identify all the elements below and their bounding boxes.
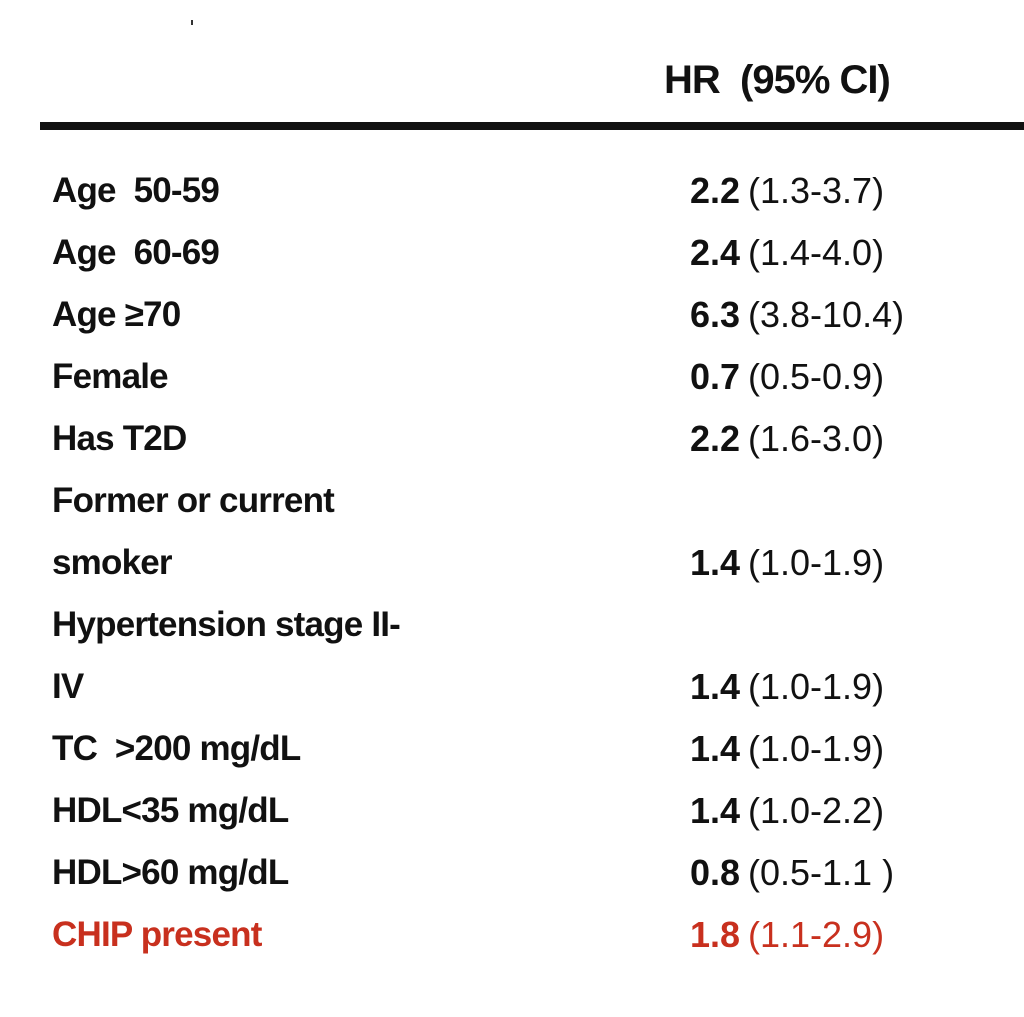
hazard-ratio: 2.2 — [689, 170, 740, 211]
label-line: Female — [52, 357, 169, 396]
confidence-interval: (1.1-2.9) — [748, 914, 885, 955]
confidence-interval: (1.3-3.7) — [748, 170, 885, 211]
label-line: CHIP present — [52, 915, 262, 954]
label-line: HDL<35 mg/dL — [52, 791, 289, 830]
table-row: Hypertension stage II- IV 1.4 (1.0-1.9) — [52, 594, 1002, 718]
label-line: Age 50-59 — [52, 171, 220, 210]
row-label: Age ≥70 — [52, 284, 612, 346]
label-line: TC >200 mg/dL — [52, 729, 301, 768]
label-line: Age ≥70 — [52, 295, 181, 334]
confidence-interval: (0.5-0.9) — [748, 356, 885, 397]
hazard-ratio: 1.4 — [689, 666, 740, 707]
confidence-interval: (1.6-3.0) — [748, 418, 885, 459]
hazard-ratio: 1.4 — [689, 542, 740, 583]
table-row: Age 50-59 2.2 (1.3-3.7) — [52, 160, 1002, 222]
row-label: Female — [52, 346, 612, 408]
hazard-ratio: 1.4 — [689, 790, 740, 831]
hazard-ratio: 6.3 — [689, 294, 740, 335]
table-row: HDL<35 mg/dL 1.4 (1.0-2.2) — [52, 780, 1002, 842]
confidence-interval: (0.5-1.1 ) — [748, 852, 895, 893]
confidence-interval: (1.0-1.9) — [748, 666, 885, 707]
table-row: CHIP present 1.8 (1.1-2.9) — [52, 904, 1002, 966]
row-label: HDL<35 mg/dL — [52, 780, 612, 842]
confidence-interval: (1.4-4.0) — [748, 232, 885, 273]
confidence-interval: (1.0-2.2) — [748, 790, 885, 831]
header-rule — [40, 122, 1024, 130]
label-line: Hypertension stage II- — [52, 605, 401, 644]
mark — [191, 20, 193, 25]
hazard-ratio: 1.4 — [689, 728, 740, 769]
row-label: TC >200 mg/dL — [52, 718, 612, 780]
label-line: IV — [52, 667, 84, 706]
label-line: Age 60-69 — [52, 233, 220, 272]
row-label: Age 50-59 — [52, 160, 612, 222]
table-row: TC >200 mg/dL 1.4 (1.0-1.9) — [52, 718, 1002, 780]
label-line: Former or current — [52, 481, 335, 520]
table-body: Age 50-59 2.2 (1.3-3.7) Age 60-69 2.4 (1.4-4.… — [52, 160, 1002, 966]
confidence-interval: (3.8-10.4) — [748, 294, 905, 335]
table-row: Age 60-69 2.4 (1.4-4.0) — [52, 222, 1002, 284]
table-row: Age ≥70 6.3 (3.8-10.4) — [52, 284, 1002, 346]
row-label: CHIP present — [52, 904, 612, 966]
table-row: HDL>60 mg/dL 0.8 (0.5-1.1 ) — [52, 842, 1002, 904]
table-row: Former or current smoker 1.4 (1.0-1.9) — [52, 470, 1002, 594]
row-label: HDL>60 mg/dL — [52, 842, 612, 904]
hazard-ratio: 2.4 — [689, 232, 740, 273]
hazard-ratio: 0.7 — [689, 356, 740, 397]
row-label: Has T2D — [52, 408, 612, 470]
row-label: Age 60-69 — [52, 222, 612, 284]
label-line: Has T2D — [52, 419, 187, 458]
column-header: HR (95% CI) — [664, 58, 891, 102]
confidence-interval: (1.0-1.9) — [748, 728, 885, 769]
hazard-ratio: 1.8 — [689, 914, 740, 955]
table-row: Has T2D 2.2 (1.6-3.0) — [52, 408, 1002, 470]
row-label: Hypertension stage II- IV — [52, 594, 612, 718]
confidence-interval: (1.0-1.9) — [748, 542, 885, 583]
table-row: Female 0.7 (0.5-0.9) — [52, 346, 1002, 408]
label-line: HDL>60 mg/dL — [52, 853, 289, 892]
label-line: smoker — [52, 543, 173, 582]
row-label: Former or current smoker — [52, 470, 612, 594]
hazard-ratio: 0.8 — [689, 852, 740, 893]
hazard-ratio: 2.2 — [689, 418, 740, 459]
